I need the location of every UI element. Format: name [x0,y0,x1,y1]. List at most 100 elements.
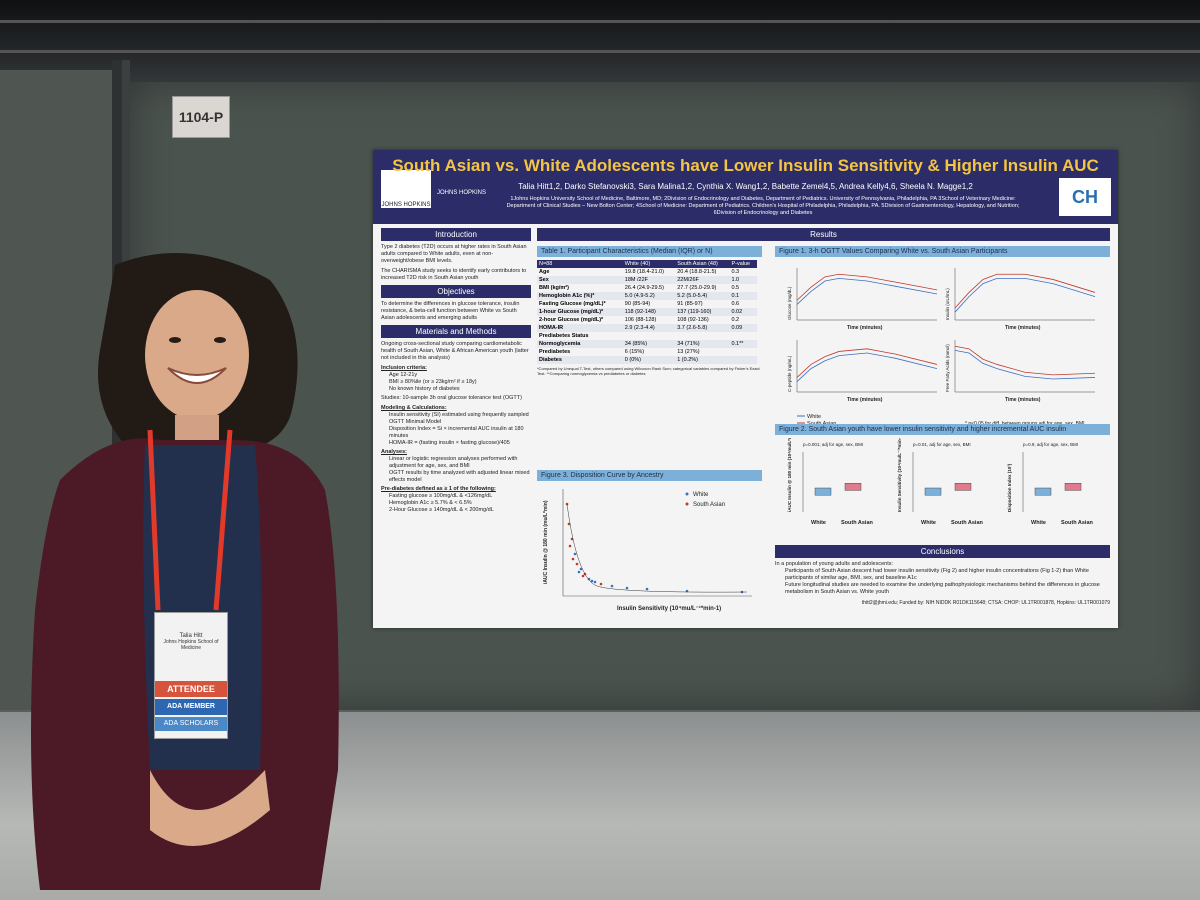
table-row: Diabetes 0 (0%) 1 (0.2%) [537,356,757,364]
table-row: Fasting Glucose (mg/dL)* 90 (85-94) 91 (85… [537,300,757,308]
panel-ylabel: Insulin Sensitivity (10⁴mu/L⁻¹*min-1) [897,438,902,512]
table-row: 1-hour Glucose (mg/dL)* 118 (92-148) 137 (… [537,308,757,316]
right-eye [214,337,226,343]
panel-ylabel: C-peptide (ng/mL) [787,355,792,392]
clasped-hands [150,770,270,846]
modeling-item: Insulin sensitivity (SI) estimated using… [389,412,529,425]
south-asian-series-line [796,273,938,301]
introduction-text: Type 2 diabetes (T2D) occurs at higher r… [381,244,531,282]
table-header-cell: South Asian (48) [675,260,730,268]
studies-text: Studies: 10-sample 3h oral glucose toler… [381,395,522,401]
legend-white-marker [685,492,689,496]
johns-hopkins-logo: JOHNS HOPKINS [381,170,431,208]
table-row: 2-hour Glucose (mg/dL)* 106 (88-128) 108 (… [537,316,757,324]
johns-hopkins-logo-small: JOHNS HOPKINS [437,190,487,196]
table-row: BMI (kg/m²) 26.4 (24.9-29.5) 27.7 (25.0-29… [537,284,757,292]
table1-caption: Table 1. Participant Characteristics (Me… [537,246,762,257]
face [145,290,249,420]
white-series-line [954,350,1096,380]
panel-pvalue-note: p=0.001; adj for age, sex, BMI [803,442,863,447]
inclusion-heading: Inclusion criteria: [381,365,427,371]
table-cell: 2.9 (2.3-4.4) [622,324,676,332]
white-point [579,567,583,571]
methods-paragraph: Ongoing cross-sectional study comparing … [381,341,529,361]
panel-pvalue-note: p=0.01, adj for age, sex, BMI [913,442,971,447]
legend-southasian-marker [685,502,689,506]
inclusion-item: No known history of diabetes [389,386,460,392]
chop-logo: CH [1059,178,1111,216]
table-cell: 5.2 (5.0-5.4) [675,292,730,300]
analyses-heading: Analyses: [381,449,407,455]
figure3-section: Figure 3. Disposition Curve by Ancestry … [537,470,762,619]
table-cell: 0 (0%) [622,356,676,364]
table-row: Normoglycemia 34 (85%) 34 (71%) 0.1** [537,340,757,348]
south-asian-point [599,582,603,586]
south-asian-series-line [954,345,1096,376]
table-cell: Diabetes [537,356,623,364]
lanyard [213,429,233,611]
south-asian-point [581,574,585,578]
methods-text: Ongoing cross-sectional study comparing … [381,341,531,514]
disposition-fit-curve [566,503,748,593]
table-cell: Fasting Glucose (mg/dL)* [539,301,606,307]
white-point [625,586,629,590]
conclusions-lead: In a population of young adults and adol… [775,561,894,567]
ceiling [0,0,1200,92]
boxplot-box [924,487,942,496]
prediabetes-item: 2-Hour Glucose ≥ 140mg/dL & < 200mg/dL [389,507,494,513]
boxplot-box [1064,483,1082,491]
boxplot-box [954,483,972,491]
panel-ylabel: Insulin (uIU/mL) [945,288,950,320]
boxplot-box [844,483,862,491]
left-eye [169,337,181,343]
table-row: Age 19.8 (18.4-21.0) 20.4 (18.8-21.5) 0.3 [537,268,757,276]
south-asian-series-line [796,348,938,378]
conclusions-heading: Conclusions [775,545,1110,558]
panel-ylabel: Glucose (mg/dL) [787,286,792,320]
badge-attendee: ATTENDEE [155,681,227,697]
panel-xlabel: Time (minutes) [1005,397,1041,403]
group-label: White [1031,520,1046,526]
table-cell: 91 (85-97) [677,301,703,307]
scatter-points [565,502,744,594]
figure1-section: Figure 1. 3-h OGTT Values Comparing Whit… [775,246,1110,435]
inclusion-item: BMI ≥ 80%ile (or ≥ 23kg/m² if ≥ 18y) [389,379,477,385]
table-cell [729,332,757,340]
booth-number-sign: 1104-P [172,96,230,138]
prediabetes-item: Fasting glucose ≥ 100mg/dL & <126mg/dL [389,493,493,499]
table-cell: 34 (85%) [622,340,676,348]
logo-text: JOHNS HOPKINS [381,202,431,208]
modeling-item: Disposition Index = Si × incremental AUC… [389,426,524,439]
introduction-heading: Introduction [381,228,531,241]
table-cell: 0.1** [729,340,757,348]
table-cell: 90 (85-94) [624,301,651,307]
results-column: Results [537,228,1110,244]
table-cell: 108 (92-136) [677,317,709,323]
table-row: Hemoglobin A1c (%)* 5.0 (4.9-5.2) 5.2 (5.0… [537,292,757,300]
table-cell: 6 (15%) [624,349,645,355]
table-cell [729,356,757,364]
panel-ylabel: iAUC Insulin @ 180 min (10⁴mu/L*min) [787,438,792,512]
table-header-cell: White (40) [622,260,676,268]
table-cell: 0.3 [731,269,740,275]
panel-ylabel: Free Fatty Acids (mmol) [945,344,950,392]
table-cell: 27.7 (25.0-29.9) [677,285,717,291]
table-cell: Age [539,269,550,275]
group-label: White [811,520,826,526]
conclusions-section: Conclusions In a population of young adu… [775,545,1110,607]
table-header-cell: P-value [729,260,757,268]
table-cell: 20.4 (18.8-21.5) [677,269,717,275]
presenter-person [31,253,339,890]
white-point [573,552,577,556]
table-cell: 19.8 (18.4-21.0) [624,269,664,275]
boxplot-box [814,487,832,496]
intro-paragraph: Type 2 diabetes (T2D) occurs at higher r… [381,244,527,264]
poster-header: JOHNS HOPKINS JOHNS HOPKINS South Asian … [373,150,1118,224]
table-cell: 5.0 (4.9-5.2) [622,292,676,300]
badge-name: Talia Hitt [179,633,203,639]
prediabetes-heading: Pre-diabetes defined as ≥ 1 of the follo… [381,486,496,492]
figure2-section: Figure 2. South Asian youth have lower i… [775,424,1110,543]
conclusions-text: In a population of young adults and adol… [775,561,1110,596]
ogtt-line-charts: Glucose (mg/dL) Time (minutes) Insulin (uI… [787,268,1096,427]
table-cell: Normoglycemia [537,340,623,348]
